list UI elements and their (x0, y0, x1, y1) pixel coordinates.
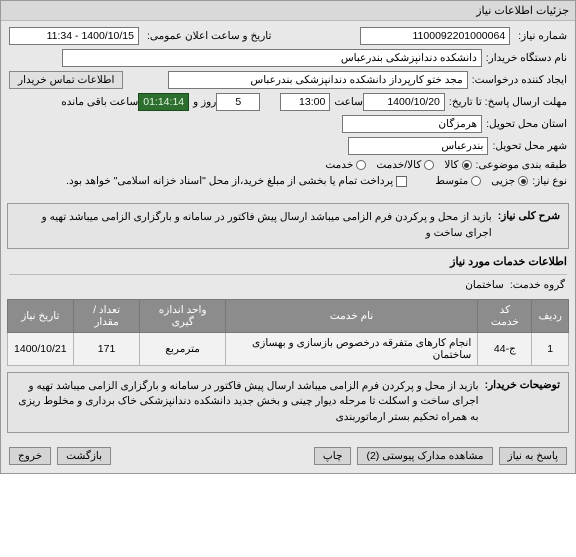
description-box: شرح کلی نیاز: بازید از محل و پرکردن فرم … (7, 203, 569, 249)
attachments-button[interactable]: مشاهده مدارک پیوستی (2) (357, 447, 492, 465)
radio-dot-icon (356, 160, 366, 170)
treasury-note-checkbox[interactable]: پرداخت تمام یا بخشی از مبلغ خرید،از محل … (66, 175, 407, 187)
buytype-medium-label: متوسط (435, 175, 468, 187)
buytype-partial-label: جزیی (491, 175, 515, 187)
row-province: استان محل تحویل: هرمزگان (9, 115, 567, 133)
radio-dot-icon (462, 160, 472, 170)
frame-title: جزئیات اطلاعات نیاز (1, 1, 575, 21)
table-header-row: ردیف کد خدمت نام خدمت واحد اندازه گیری ت… (8, 299, 569, 332)
cell-unit: مترمربع (140, 332, 225, 365)
form-area: شماره نیاز: 1100092201000064 تاریخ و ساع… (1, 21, 575, 197)
class-kalaservice-label: خدمت (325, 159, 353, 171)
col-date: تاریخ نیاز (8, 299, 74, 332)
col-unit: واحد اندازه گیری (140, 299, 225, 332)
buyer-org-value: دانشکده دندانپزشکی بندرعباس (62, 49, 482, 67)
service-group-row: گروه خدمت: ساختمان (1, 275, 575, 295)
deadline-days: 5 (216, 93, 260, 111)
back-button[interactable]: بازگشت (57, 447, 111, 465)
buyer-org-label: نام دستگاه خریدار: (482, 52, 567, 64)
class-radio-kalaservice[interactable]: خدمت (325, 159, 366, 171)
announce-value: 1400/10/15 - 11:34 (9, 27, 139, 45)
print-button[interactable]: چاپ (314, 447, 352, 465)
cell-index: 1 (532, 332, 569, 365)
radio-dot-icon (424, 160, 434, 170)
need-no-label: شماره نیاز: (514, 30, 567, 42)
col-code: کد خدمت (478, 299, 532, 332)
deadline-date: 1400/10/20 (363, 93, 445, 111)
bottom-bar: پاسخ به نیاز مشاهده مدارک پیوستی (2) چاپ… (1, 439, 575, 473)
deadline-days-label: روز و (189, 96, 216, 108)
treasury-note-label: پرداخت تمام یا بخشی از مبلغ خرید،از محل … (66, 175, 393, 187)
checkbox-box-icon (396, 176, 407, 187)
city-value: بندرعباس (348, 137, 488, 155)
cell-date: 1400/10/21 (8, 332, 74, 365)
class-service-label: کالا/خدمت (376, 159, 421, 171)
city-label: شهر محل تحویل: (488, 140, 567, 152)
row-buy-type: نوع نیاز: جزیی متوسط پرداخت تمام یا بخشی… (9, 175, 567, 187)
row-requester: ایجاد کننده درخواست: مجد ختو کارپرداز دا… (9, 71, 567, 89)
buytype-radio-medium[interactable]: متوسط (435, 175, 481, 187)
desc-label: شرح کلی نیاز: (498, 210, 560, 242)
services-header: اطلاعات خدمات مورد نیاز (1, 249, 575, 274)
class-label: طبقه بندی موضوعی: (472, 159, 567, 171)
row-city: شهر محل تحویل: بندرعباس (9, 137, 567, 155)
buytype-radio-partial[interactable]: جزیی (491, 175, 528, 187)
announce-label: تاریخ و ساعت اعلان عمومی: (143, 30, 271, 42)
buyer-note-text: بازید از محل و پرکردن فرم الزامی میباشد … (16, 379, 479, 426)
cell-code: ج-44 (478, 332, 532, 365)
cell-qty: 171 (73, 332, 140, 365)
class-radio-kala[interactable]: کالا (444, 159, 471, 171)
col-qty: تعداد / مقدار (73, 299, 140, 332)
contact-buyer-button[interactable]: اطلاعات تماس خریدار (9, 71, 123, 89)
service-group-label: گروه خدمت: (510, 279, 565, 291)
row-class: طبقه بندی موضوعی: کالا کالا/خدمت خدمت (9, 159, 567, 171)
class-radio-service[interactable]: کالا/خدمت (376, 159, 434, 171)
exit-button[interactable]: خروج (9, 447, 51, 465)
province-value: هرمزگان (342, 115, 482, 133)
deadline-hour-label: ساعت (330, 96, 363, 108)
row-need-no: شماره نیاز: 1100092201000064 تاریخ و ساع… (9, 27, 567, 45)
page-root: جزئیات اطلاعات نیاز شماره نیاز: 11000922… (0, 0, 576, 474)
deadline-suffix: ساعت باقی مانده (57, 96, 138, 108)
services-table: ردیف کد خدمت نام خدمت واحد اندازه گیری ت… (7, 299, 569, 366)
requester-value: مجد ختو کارپرداز دانشکده دندانپزشکی بندر… (168, 71, 468, 89)
buyer-note-box: توضیحات خریدار: بازید از محل و پرکردن فر… (7, 372, 569, 433)
desc-text: بازید از محل و پرکردن فرم الزامی میباشد … (16, 210, 492, 242)
row-buyer-org: نام دستگاه خریدار: دانشکده دندانپزشکی بن… (9, 49, 567, 67)
deadline-label: مهلت ارسال پاسخ: تا تاریخ: (445, 96, 567, 108)
buyer-note-label: توضیحات خریدار: (485, 379, 560, 426)
requester-label: ایجاد کننده درخواست: (468, 74, 567, 86)
reply-button[interactable]: پاسخ به نیاز (499, 447, 567, 465)
deadline-countdown: 01:14:14 (138, 93, 189, 111)
cell-name: انجام کارهای متفرقه درخصوص بازسازی و بهس… (225, 332, 477, 365)
row-deadline: مهلت ارسال پاسخ: تا تاریخ: 1400/10/20 سا… (9, 93, 567, 111)
radio-dot-icon (518, 176, 528, 186)
buytype-label: نوع نیاز: (528, 175, 567, 187)
service-group-value: ساختمان (465, 279, 504, 291)
frame-title-text: جزئیات اطلاعات نیاز (476, 5, 569, 17)
class-kala-label: کالا (444, 159, 458, 171)
table-row: 1 ج-44 انجام کارهای متفرقه درخصوص بازساز… (8, 332, 569, 365)
need-no-value: 1100092201000064 (360, 27, 510, 45)
province-label: استان محل تحویل: (482, 118, 567, 130)
radio-dot-icon (471, 176, 481, 186)
deadline-hour: 13:00 (280, 93, 330, 111)
col-index: ردیف (532, 299, 569, 332)
col-name: نام خدمت (225, 299, 477, 332)
